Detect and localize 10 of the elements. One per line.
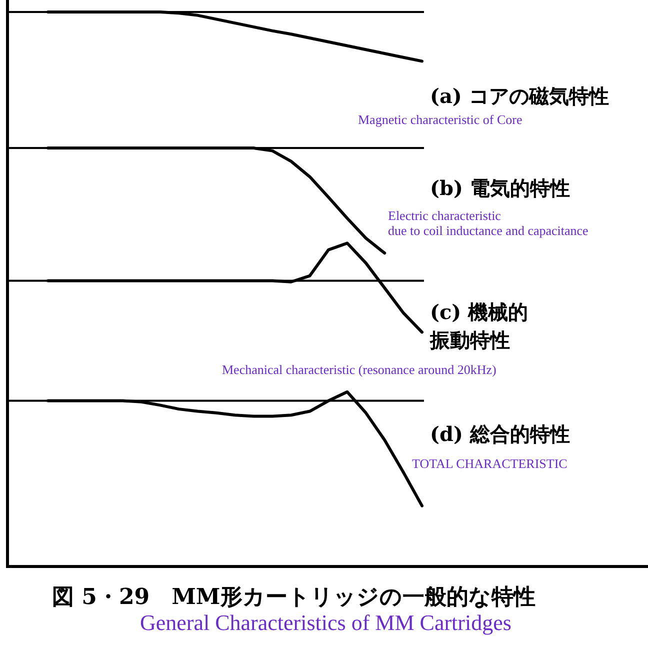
text: (b) 電気的特性 [430,175,570,202]
annotation: Electric characteristic due to coil inductance and capacitance [388,208,588,238]
series-label: (a) コアの磁気特性 [430,83,609,110]
series-label: (d) 総合的特性 [430,421,570,448]
series-label: (c) 機械的振動特性 [430,299,530,354]
annotation: Mechanical characteristic (resonance around 20kHz) [222,362,496,377]
annotation: Magnetic characteristic of Core [358,112,522,127]
text: 図 5・29 MM形カートリッジの一般的な特性 [52,583,536,612]
text: General Characteristics of MM Cartridges [140,610,512,636]
annotation: TOTAL CHARACTERISTIC [412,456,568,471]
